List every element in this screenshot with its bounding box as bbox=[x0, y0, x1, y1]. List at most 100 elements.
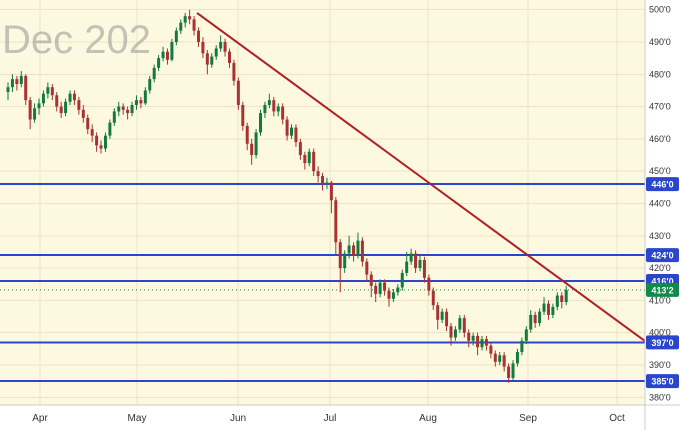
level-price-badge-label: 397'0 bbox=[651, 338, 673, 348]
candle-body bbox=[95, 135, 99, 146]
month-label: Jul bbox=[324, 413, 337, 424]
candle-body bbox=[542, 303, 546, 312]
candle-body bbox=[64, 101, 68, 114]
candle-body bbox=[564, 289, 568, 303]
trendline[interactable] bbox=[196, 12, 650, 345]
candle-body bbox=[431, 290, 435, 306]
candle-body bbox=[352, 245, 356, 256]
candle-body bbox=[449, 326, 453, 338]
candle-body bbox=[108, 122, 112, 136]
candle-body bbox=[325, 182, 329, 185]
candle-body bbox=[312, 151, 316, 172]
candle-body bbox=[59, 106, 63, 114]
candle-body bbox=[112, 111, 116, 123]
price-tick-label: 430'0 bbox=[649, 231, 671, 241]
candle-body bbox=[414, 253, 418, 269]
time-axis[interactable] bbox=[0, 405, 680, 430]
price-tick-label: 500'0 bbox=[649, 5, 671, 15]
candle-body bbox=[126, 109, 130, 114]
candle-body bbox=[343, 253, 347, 269]
month-label: Jun bbox=[230, 413, 246, 424]
candle-body bbox=[157, 58, 161, 68]
candle-body bbox=[81, 109, 85, 118]
candle-body bbox=[338, 242, 342, 269]
candle-body bbox=[143, 90, 147, 104]
candle-body bbox=[90, 129, 94, 136]
price-tick-label: 490'0 bbox=[649, 37, 671, 47]
candle-body bbox=[396, 287, 400, 293]
candle-body bbox=[228, 51, 231, 63]
candle-body bbox=[307, 151, 311, 164]
candle-body bbox=[529, 314, 533, 330]
candle-body bbox=[405, 261, 409, 273]
candle-body bbox=[232, 62, 236, 81]
candle-body bbox=[453, 329, 457, 338]
candle-body bbox=[165, 51, 169, 60]
candle-body bbox=[383, 282, 387, 291]
candle-body bbox=[19, 75, 23, 84]
candle-body bbox=[205, 53, 209, 65]
month-label: Sep bbox=[519, 413, 537, 424]
candle-body bbox=[77, 100, 81, 110]
candle-body bbox=[365, 261, 369, 275]
candle-body bbox=[183, 16, 187, 23]
candle-body bbox=[498, 355, 502, 362]
candle-body bbox=[294, 127, 298, 143]
candle-body bbox=[538, 311, 542, 323]
candle-body bbox=[418, 260, 422, 269]
candle-body bbox=[467, 332, 471, 341]
candle-body bbox=[10, 79, 14, 88]
candle-body bbox=[41, 93, 45, 104]
candle-body bbox=[161, 51, 165, 59]
price-tick-label: 420'0 bbox=[649, 263, 671, 273]
candle-body bbox=[46, 87, 50, 94]
candle-body bbox=[188, 16, 192, 20]
level-price-badge-label: 446'0 bbox=[651, 180, 673, 190]
candle-body bbox=[55, 95, 59, 107]
candle-body bbox=[68, 93, 72, 102]
candle-body bbox=[241, 104, 245, 126]
candle-body bbox=[86, 117, 90, 130]
level-price-badge bbox=[646, 374, 679, 389]
candle-body bbox=[37, 103, 41, 109]
candle-body bbox=[303, 155, 307, 164]
candle-body bbox=[201, 41, 205, 54]
candle-body bbox=[99, 145, 103, 149]
price-tick-label: 440'0 bbox=[649, 198, 671, 208]
candle-body bbox=[507, 366, 511, 378]
candle-body bbox=[28, 100, 32, 120]
level-price-badge bbox=[646, 177, 679, 192]
candle-body bbox=[148, 79, 152, 91]
level-price-badge bbox=[646, 248, 679, 263]
price-axis[interactable] bbox=[645, 0, 680, 430]
candle-body bbox=[462, 318, 466, 333]
candle-body bbox=[290, 127, 294, 136]
candle-body bbox=[329, 182, 333, 201]
candle-body bbox=[259, 113, 263, 133]
candle-body bbox=[15, 79, 19, 84]
candle-body bbox=[436, 305, 440, 320]
candle-body bbox=[422, 260, 426, 278]
candle-body bbox=[480, 339, 484, 348]
candle-body bbox=[502, 355, 506, 367]
candle-body bbox=[391, 292, 395, 299]
plot-area[interactable] bbox=[0, 0, 645, 405]
candle-body bbox=[152, 67, 156, 80]
candle-body bbox=[103, 135, 107, 149]
price-tick-label: 480'0 bbox=[649, 69, 671, 79]
candle-body bbox=[321, 176, 325, 185]
price-tick-label: 470'0 bbox=[649, 102, 671, 112]
candle-body bbox=[117, 106, 121, 112]
price-tick-label: 410'0 bbox=[649, 295, 671, 305]
candle-body bbox=[533, 314, 537, 323]
candle-body bbox=[263, 104, 267, 114]
month-label: May bbox=[128, 413, 147, 424]
last-price-badge-label: 413'2 bbox=[651, 285, 673, 295]
last-price-badge bbox=[646, 282, 679, 297]
candle-body bbox=[298, 142, 302, 156]
candle-body bbox=[6, 87, 10, 93]
candle-body bbox=[196, 30, 200, 42]
candle-body bbox=[511, 363, 515, 378]
